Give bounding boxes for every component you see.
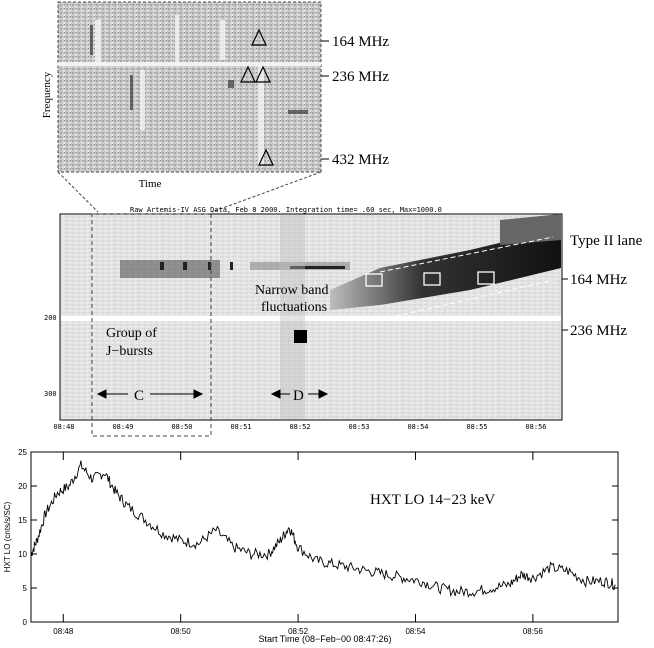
triangle-marker [255,65,271,83]
y-tick-label: 25 [18,448,27,457]
spectrogram-y-ticks: 200 300 [44,314,57,398]
spec-xtick: 08:56 [525,423,546,431]
spectrogram-header: Raw Artemis-IV ASG Data, Feb 8 2000. Int… [130,206,442,214]
inset-band-164 [58,62,321,66]
y-axis-label: HXT LO (cnts/s/SC) [3,501,12,572]
spectrogram-panel: Raw Artemis-IV ASG Data, Feb 8 2000. Int… [44,206,643,437]
zoom-line-right [211,171,322,213]
y-axis: 0 5 10 15 20 25 [18,448,618,627]
triangle-marker [258,148,274,166]
spec-xtick: 08:51 [230,423,251,431]
label-236: 236 MHz [570,323,627,339]
label-d: D [293,388,304,404]
spec-xtick: 08:50 [171,423,192,431]
x-tick-label: 08:48 [53,627,74,636]
inset-label-432: 432 MHz [332,152,389,168]
spec-xtick: 08:48 [53,423,74,431]
dark-dots [160,262,345,270]
vertical-streak [280,215,305,419]
inset-image [57,1,322,173]
y-tick-label: 20 [18,482,27,491]
label-164: 164 MHz [570,272,627,288]
spec-xtick: 08:53 [348,423,369,431]
triangle-marker [251,28,267,46]
inset-label-164: 164 MHz [332,34,389,50]
triangle-markers [240,28,274,166]
inset-label-236: 236 MHz [332,69,389,85]
label-group-1: Group of [106,326,157,341]
label-narrow-2: fluctuations [261,300,327,315]
spec-xtick: 08:54 [407,423,428,431]
region-c-box [91,213,212,437]
label-c: C [134,388,144,404]
inset-panel: Frequency Time 164 MHz 236 MHz 432 MHz [41,1,389,213]
spec-ytick-200: 200 [44,314,57,322]
inset-dark-streaks [90,25,308,114]
spec-xtick: 08:55 [466,423,487,431]
white-band [61,316,561,321]
arrow-c [96,389,204,399]
x-axis-label: Start Time (08−Feb−00 08:47:26) [258,634,391,644]
label-narrow-1: Narrow band [255,283,328,298]
spectrogram-x-ticks: 08:48 08:49 08:50 08:51 08:52 08:53 08:5… [53,423,546,431]
x-axis: 08:48 08:50 08:52 08:54 08:56 [53,452,543,636]
inset-ylabel: Frequency [41,71,53,118]
label-group-2: J−bursts [106,344,153,359]
y-tick-label: 15 [18,516,27,525]
type-ii-dashed-lower [379,279,554,321]
band-164 [120,260,220,278]
spec-xtick: 08:52 [289,423,310,431]
x-tick-label: 08:52 [288,627,309,636]
x-tick-label: 08:50 [171,627,192,636]
type-ii-lane [330,228,561,310]
inset-vertical-streaks [95,15,264,165]
lightcurve-panel: 0 5 10 15 20 25 08:48 08:50 08:52 08:54 08:56 HXT… [3,448,619,644]
spec-ytick-300: 300 [44,390,57,398]
type-ii-top [500,214,561,245]
zoom-line-left [57,171,99,213]
y-tick-label: 5 [23,584,28,593]
y-tick-label: 0 [23,618,28,627]
black-square-marker [294,330,307,343]
arrow-d [270,389,329,399]
x-tick-label: 08:56 [523,627,544,636]
plot-frame [30,451,619,623]
triangle-marker [240,65,256,83]
white-box-markers [365,271,495,287]
hxt-series-line [30,460,616,598]
spec-xtick: 08:49 [112,423,133,431]
type-ii-dashed-upper [379,236,554,273]
inset-xlabel: Time [139,178,162,190]
y-tick-label: 10 [18,550,27,559]
chart-title: HXT LO 14−23 keV [370,492,495,508]
inset-freq-ticks [321,40,329,160]
label-type-ii: Type II lane [570,233,643,249]
x-tick-label: 08:54 [405,627,426,636]
